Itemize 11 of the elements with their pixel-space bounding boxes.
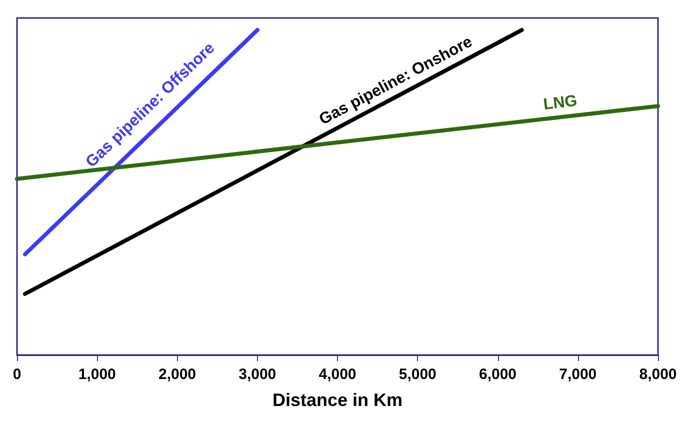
x-tick-label: 1,000 <box>78 366 116 383</box>
x-tick-label: 0 <box>12 366 22 383</box>
x-tick-label: 8,000 <box>639 366 677 383</box>
x-tick-label: 7,000 <box>559 366 597 383</box>
text: LNG <box>542 92 578 114</box>
x-tick-label: 5,000 <box>398 366 436 383</box>
x-axis-title: Distance in Km <box>272 390 403 410</box>
x-tick-label: 2,000 <box>158 366 196 383</box>
x-tick-label: 4,000 <box>318 366 356 383</box>
x-tick-label: 3,000 <box>238 366 276 383</box>
x-tick-label: 6,000 <box>478 366 517 383</box>
